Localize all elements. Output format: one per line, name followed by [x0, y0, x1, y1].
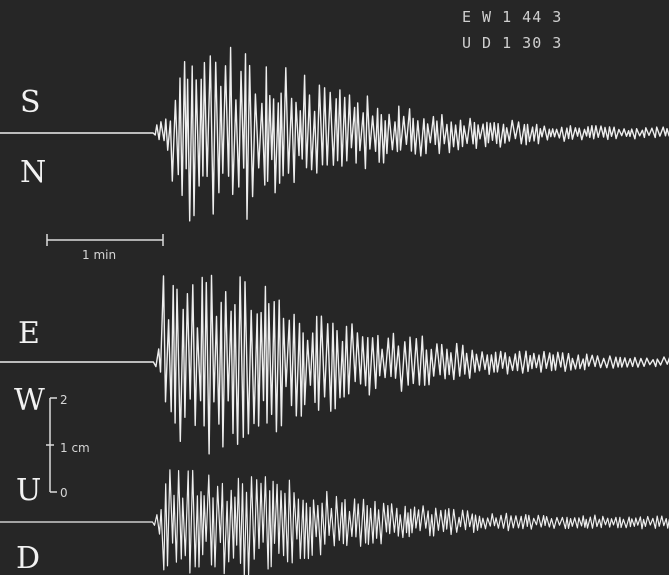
trace-ud — [0, 469, 669, 575]
amplitude-scale-bar — [46, 397, 57, 493]
trace-ew — [0, 274, 669, 455]
label-west: W — [14, 383, 45, 418]
amp-scale-mid: 1 cm — [60, 441, 90, 455]
time-scale-bar — [46, 234, 164, 246]
amp-scale-max: 2 — [60, 393, 68, 407]
label-north: N — [20, 155, 46, 190]
header-line-2: U D 1 30 3 — [462, 34, 562, 52]
trace-ns — [0, 46, 669, 222]
label-down: D — [16, 541, 40, 575]
label-south: S — [20, 85, 41, 120]
time-scale-label: 1 min — [82, 248, 116, 262]
amp-scale-min: 0 — [60, 486, 68, 500]
label-east: E — [18, 316, 40, 351]
label-up: U — [16, 473, 41, 508]
header-line-1: E W 1 44 3 — [462, 8, 562, 26]
